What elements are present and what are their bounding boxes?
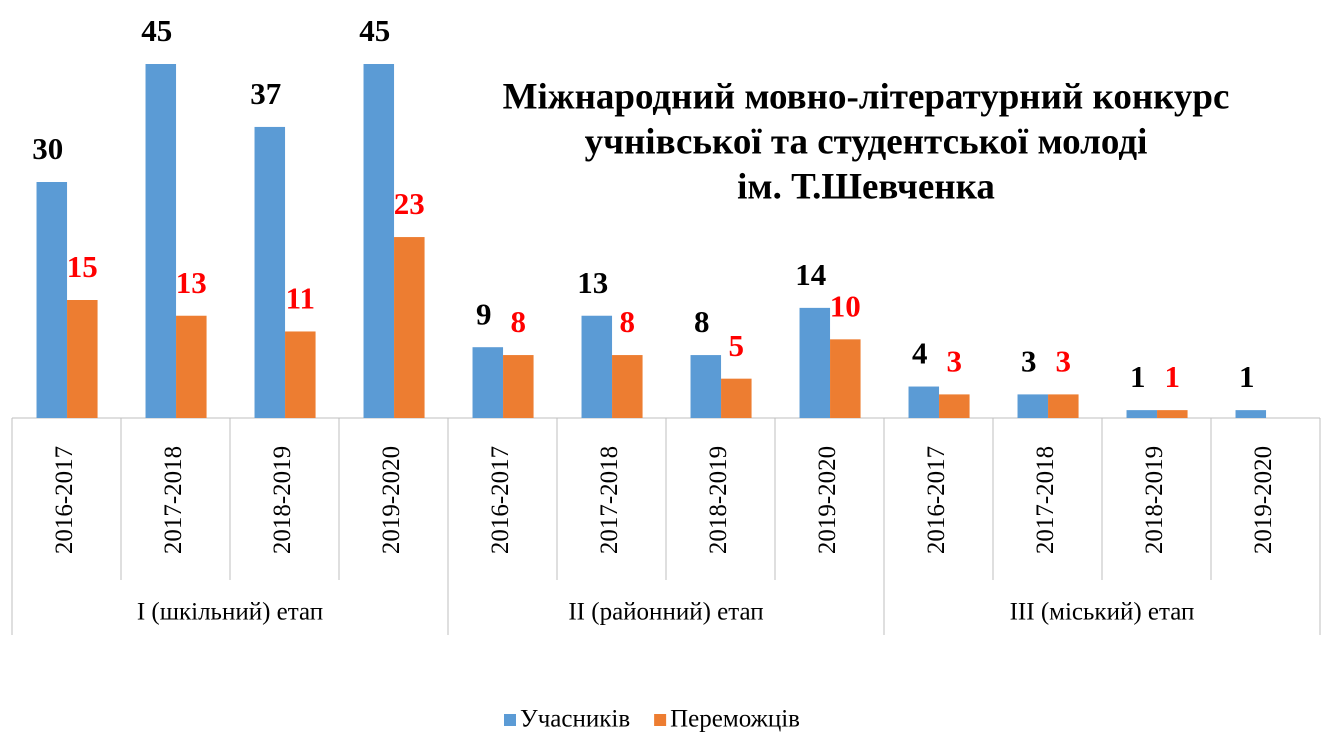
data-label: 45	[359, 13, 390, 48]
bar	[1017, 394, 1049, 418]
legend-label: Учасників	[520, 706, 630, 733]
group-label: III (міський) етап	[1010, 599, 1195, 626]
x-tick-label: 2017-2018	[1032, 446, 1059, 554]
data-label: 9	[476, 296, 492, 331]
legend-swatch	[654, 714, 667, 726]
bar	[363, 64, 395, 418]
data-label: 5	[729, 328, 745, 363]
x-tick-label: 2017-2018	[596, 446, 623, 554]
x-tick-label: 2019-2020	[814, 446, 841, 554]
data-label: 1	[1130, 359, 1146, 394]
data-label: 13	[577, 265, 608, 300]
data-label: 13	[176, 265, 207, 300]
bar	[1235, 410, 1267, 418]
x-tick-label: 2016-2017	[487, 446, 514, 554]
bar	[799, 307, 831, 418]
bar	[721, 378, 752, 418]
data-label: 8	[620, 304, 636, 339]
bar	[176, 315, 207, 418]
data-label: 3	[1056, 344, 1072, 379]
data-label: 4	[912, 336, 928, 371]
bar	[67, 300, 98, 418]
legend-swatch	[504, 714, 516, 726]
bar	[612, 355, 643, 418]
x-tick-label: 2019-2020	[1250, 446, 1277, 554]
group-label: I (шкільний) етап	[137, 599, 323, 626]
data-label: 15	[67, 249, 98, 284]
legend-label: Переможців	[670, 706, 800, 733]
bar	[503, 355, 534, 418]
data-label: 11	[286, 281, 315, 316]
chart-title: ім. Т.Шевченка	[737, 166, 995, 207]
x-tick-label: 2018-2019	[1141, 446, 1168, 554]
x-tick-label: 2016-2017	[923, 446, 950, 554]
x-tick-label: 2016-2017	[51, 446, 78, 554]
x-tick-label: 2017-2018	[160, 446, 187, 554]
bar	[581, 315, 613, 418]
x-tick-label: 2019-2020	[378, 446, 405, 554]
data-label: 23	[394, 186, 425, 221]
data-label: 1	[1239, 359, 1255, 394]
bar	[908, 386, 940, 418]
bar	[36, 182, 68, 418]
bar	[394, 237, 425, 418]
bar	[830, 339, 861, 418]
bar	[1126, 410, 1158, 418]
chart-title: Міжнародний мовно-літературний конкурс	[503, 76, 1230, 117]
data-label: 30	[32, 131, 63, 166]
bar	[285, 331, 316, 418]
data-label: 1	[1165, 359, 1181, 394]
data-label: 10	[830, 288, 861, 323]
data-label: 14	[795, 257, 826, 292]
data-label: 8	[694, 304, 710, 339]
bar	[254, 126, 286, 418]
x-tick-label: 2018-2019	[705, 446, 732, 554]
data-label: 3	[947, 344, 963, 379]
group-label: II (районний) етап	[568, 599, 763, 626]
bar	[1048, 394, 1079, 418]
data-label: 37	[250, 76, 281, 111]
bar	[145, 64, 177, 418]
data-label: 8	[511, 304, 527, 339]
bar	[1157, 410, 1188, 418]
chart-title: учнівської та студентської молоді	[585, 121, 1148, 162]
data-label: 45	[141, 13, 172, 48]
x-tick-label: 2018-2019	[269, 446, 296, 554]
bar	[939, 394, 970, 418]
bar	[690, 355, 722, 418]
data-label: 3	[1021, 344, 1037, 379]
bar	[472, 347, 504, 418]
